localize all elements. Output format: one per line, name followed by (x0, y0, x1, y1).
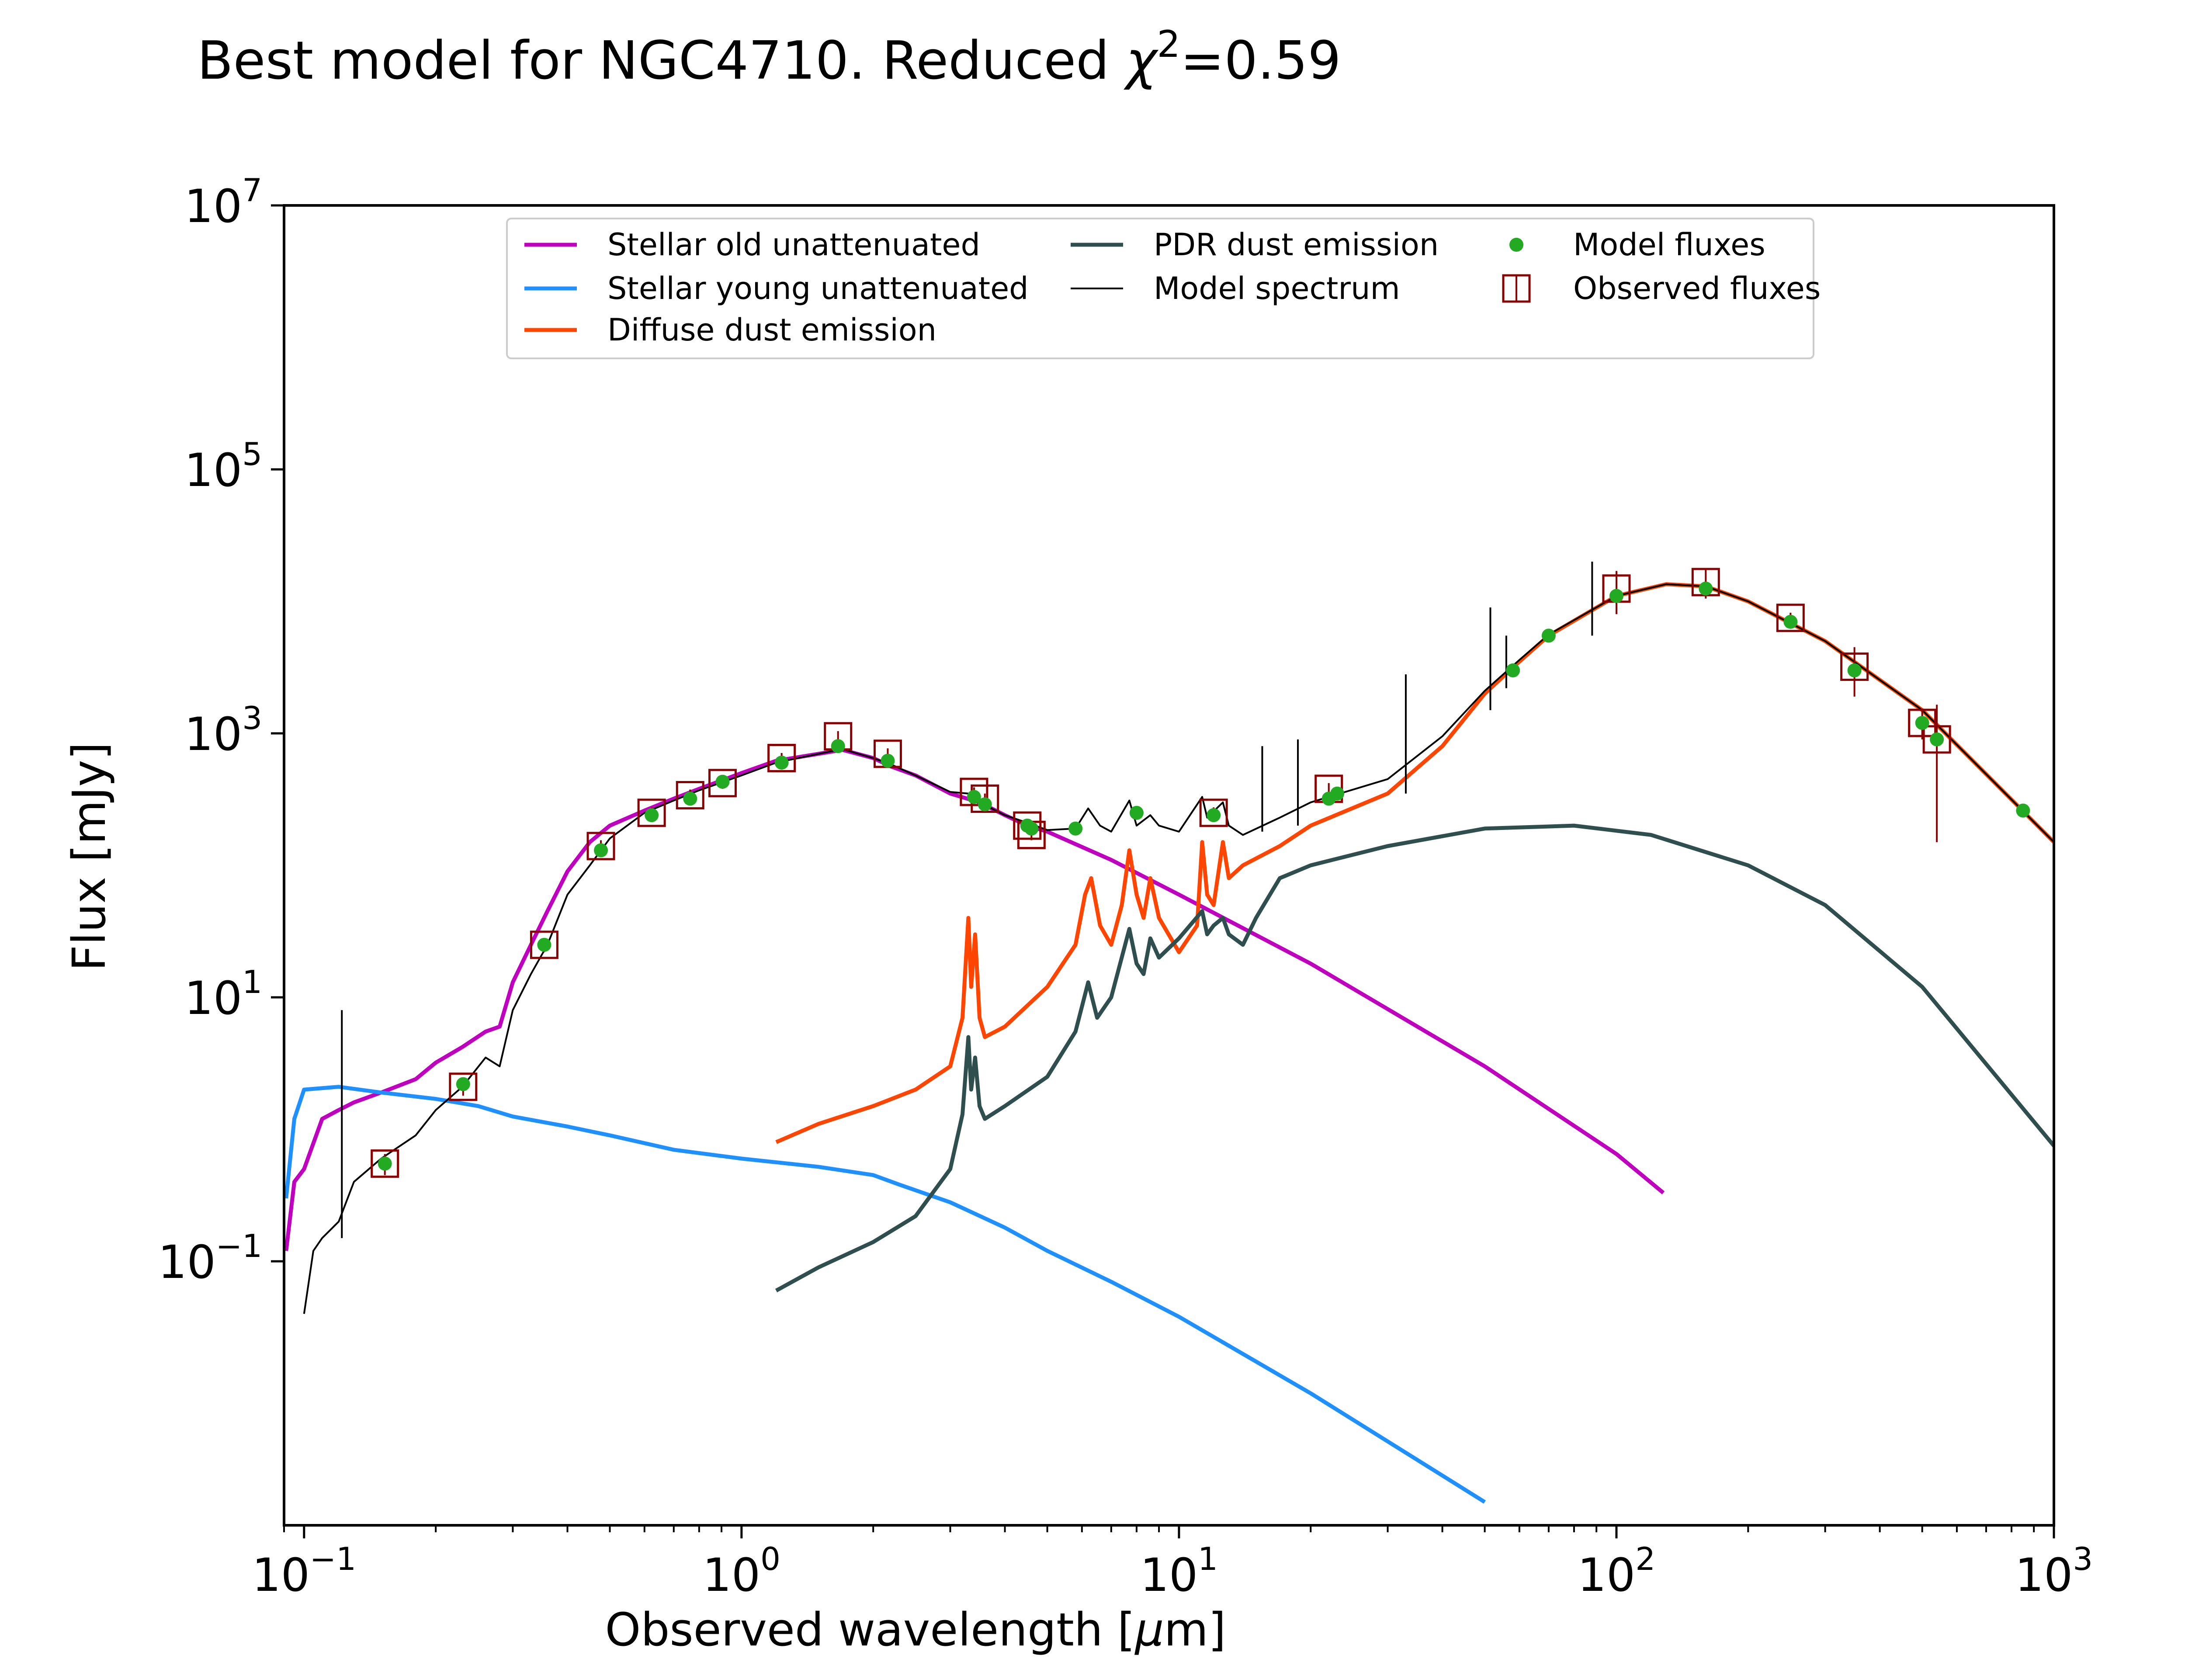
legend-label-2: Diffuse dust emission (607, 312, 936, 348)
model-flux-point-3 (594, 843, 608, 857)
model-flux-point-4 (645, 808, 659, 823)
legend-label-5: Model fluxes (1573, 227, 1765, 263)
model-flux-point-2 (537, 937, 551, 952)
x-tick-label-4: 103 (2015, 1541, 2093, 1602)
y-tick-label-0: 10−1 (158, 1228, 262, 1289)
x-tick-label-2: 101 (1140, 1541, 1218, 1602)
observed-flux-marker-20 (1908, 708, 1937, 737)
chart-title: Best model for NGC4710. Reduced χ2=0.59 (197, 23, 1341, 91)
observed-flux-marker-1 (449, 1073, 478, 1101)
model-flux-point-15 (1129, 805, 1144, 820)
observed-flux-marker-10 (960, 778, 988, 806)
y-tick-label-1: 101 (184, 964, 262, 1025)
x-tick-label-1: 100 (703, 1541, 780, 1602)
observed-flux-marker-5 (676, 781, 704, 809)
model-flux-point-19 (1506, 663, 1520, 677)
model-flux-point-27 (2016, 803, 2030, 818)
observed-flux-marker-2 (530, 930, 558, 959)
observed-flux-marker-19 (1840, 652, 1869, 681)
observed-flux-marker-12 (1013, 811, 1042, 840)
y-axis-label: Flux [mJy] (62, 742, 116, 971)
model-flux-point-23 (1783, 614, 1798, 629)
observed-flux-marker-14 (1199, 798, 1228, 827)
x-tick-label-3: 102 (1578, 1541, 1655, 1602)
observed-flux-marker-0 (371, 1149, 399, 1178)
observed-flux-marker-3 (586, 832, 615, 861)
model-flux-point-16 (1207, 808, 1221, 823)
series-line-1 (284, 1085, 1486, 1504)
legend-label-6: Observed fluxes (1573, 271, 1821, 306)
y-tick-label-4: 107 (184, 172, 262, 233)
model-flux-point-13 (1024, 821, 1039, 836)
observed-flux-marker-6 (708, 769, 737, 798)
legend: Stellar old unattenuated Stellar young un… (506, 218, 1821, 359)
observed-flux-marker-4 (637, 798, 666, 827)
series-line-2 (775, 582, 2054, 1144)
legend-swatch-5 (1509, 238, 1523, 252)
model-flux-point-22 (1699, 581, 1713, 596)
model-flux-point-9 (881, 753, 895, 768)
model-flux-point-20 (1541, 628, 1556, 643)
model-flux-point-21 (1609, 589, 1623, 603)
model-flux-point-11 (978, 797, 992, 812)
legend-label-3: PDR dust emission (1154, 227, 1439, 263)
model-flux-point-0 (378, 1156, 392, 1171)
y-tick-label-3: 105 (184, 436, 262, 497)
model-flux-point-5 (683, 791, 697, 806)
legend-label-1: Stellar young unattenuated (607, 271, 1029, 306)
model-flux-point-25 (1915, 716, 1929, 730)
legend-box (506, 218, 1814, 359)
model-flux-point-6 (715, 774, 730, 789)
model-flux-point-1 (456, 1077, 470, 1091)
x-tick-label-0: 10−1 (252, 1541, 356, 1602)
series-line-3 (775, 823, 2054, 1292)
model-flux-point-10 (967, 790, 981, 804)
model-flux-point-26 (1930, 732, 1944, 746)
model-flux-point-18 (1330, 786, 1345, 801)
x-axis-label: Observed wavelength [μm] (605, 1603, 1226, 1656)
legend-label-4: Model spectrum (1154, 271, 1400, 306)
model-flux-point-24 (1847, 663, 1862, 677)
data-layer (284, 562, 2054, 1504)
observed-flux-marker-18 (1776, 604, 1805, 632)
observed-flux-marker-21 (1922, 725, 1951, 754)
series-line-4 (303, 583, 2054, 1314)
y-tick-label-2: 103 (184, 700, 262, 761)
axes-frame (283, 204, 2055, 1527)
model-flux-point-8 (831, 739, 845, 753)
model-flux-point-14 (1068, 821, 1083, 836)
legend-label-0: Stellar old unattenuated (607, 227, 980, 263)
model-flux-point-7 (774, 755, 789, 770)
observed-flux-marker-7 (767, 744, 796, 773)
plot-area: 10−1 100 101 102 103 10−1 101 103 105 107 Stellar … (158, 172, 2093, 1602)
